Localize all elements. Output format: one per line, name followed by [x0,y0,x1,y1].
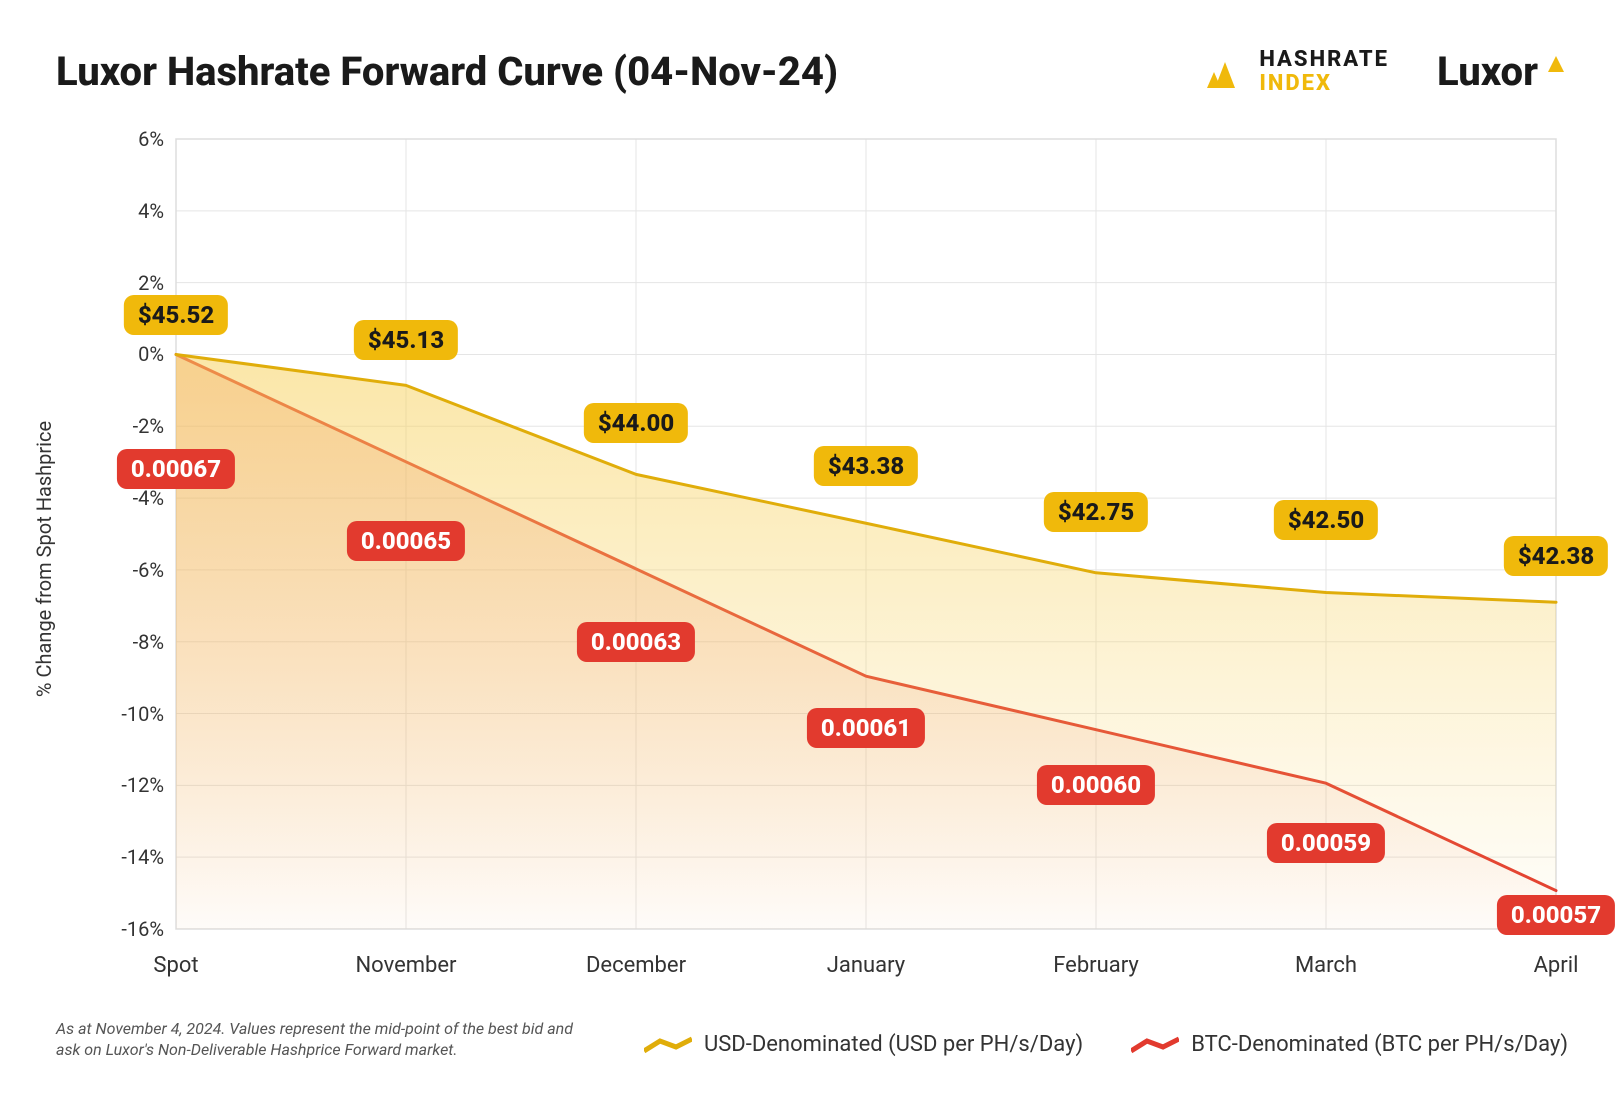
btc-value-pill: 0.00063 [577,622,695,662]
y-tick-label: 6% [104,127,164,151]
x-tick-label: December [586,953,686,978]
x-tick-label: November [355,953,456,978]
usd-value-pill: $42.50 [1274,500,1378,540]
hashrate-index-icon [1203,50,1247,94]
chart-footnote: As at November 4, 2024. Values represent… [56,1018,576,1061]
x-tick-label: February [1053,953,1139,978]
y-tick-label: -8% [104,630,164,654]
btc-value-pill: 0.00060 [1037,765,1155,805]
btc-value-pill: 0.00059 [1267,823,1385,863]
chart-canvas [56,119,1568,999]
legend-swatch-usd [644,1035,692,1055]
hashrate-index-logo: HASHRATE INDEX [1203,48,1389,94]
hashrate-index-label-1: HASHRATE [1259,48,1389,71]
luxor-logo-text: Luxor [1437,48,1538,95]
legend-item-usd: USD-Denominated (USD per PH/s/Day) [644,1032,1083,1057]
btc-value-pill: 0.00067 [117,449,235,489]
hashrate-index-label-2: INDEX [1259,72,1389,95]
luxor-accent-icon [1546,52,1568,74]
legend-item-btc: BTC-Denominated (BTC per PH/s/Day) [1131,1032,1568,1057]
y-tick-label: -6% [104,558,164,582]
btc-value-pill: 0.00057 [1497,895,1615,935]
forward-curve-chart: % Change from Spot Hashprice 6%4%2%0%-2%… [56,119,1568,999]
y-tick-label: 4% [104,199,164,223]
page-title: Luxor Hashrate Forward Curve (04-Nov-24) [56,48,838,95]
usd-value-pill: $45.52 [124,295,228,335]
x-tick-label: January [827,953,905,978]
y-tick-label: 0% [104,342,164,366]
y-tick-label: 2% [104,271,164,295]
header: Luxor Hashrate Forward Curve (04-Nov-24)… [56,48,1568,95]
btc-value-pill: 0.00065 [347,521,465,561]
legend-label-usd: USD-Denominated (USD per PH/s/Day) [704,1032,1083,1057]
usd-value-pill: $43.38 [814,446,918,486]
usd-value-pill: $45.13 [354,320,458,360]
usd-value-pill: $42.75 [1044,492,1148,532]
y-tick-label: -16% [104,917,164,941]
logo-group: HASHRATE INDEX Luxor [1203,48,1568,95]
y-axis-title: % Change from Spot Hashprice [32,421,56,697]
chart-legend: USD-Denominated (USD per PH/s/Day) BTC-D… [644,1032,1568,1057]
x-tick-label: April [1534,953,1579,978]
legend-swatch-btc [1131,1035,1179,1055]
y-tick-label: -10% [104,702,164,726]
y-tick-label: -12% [104,773,164,797]
btc-value-pill: 0.00061 [807,708,925,748]
usd-value-pill: $44.00 [584,403,688,443]
x-tick-label: Spot [153,953,198,978]
y-tick-label: -4% [104,486,164,510]
y-tick-label: -14% [104,845,164,869]
x-tick-label: March [1295,953,1357,978]
y-tick-label: -2% [104,414,164,438]
legend-label-btc: BTC-Denominated (BTC per PH/s/Day) [1191,1032,1568,1057]
luxor-logo: Luxor [1437,48,1568,95]
usd-value-pill: $42.38 [1504,536,1608,576]
